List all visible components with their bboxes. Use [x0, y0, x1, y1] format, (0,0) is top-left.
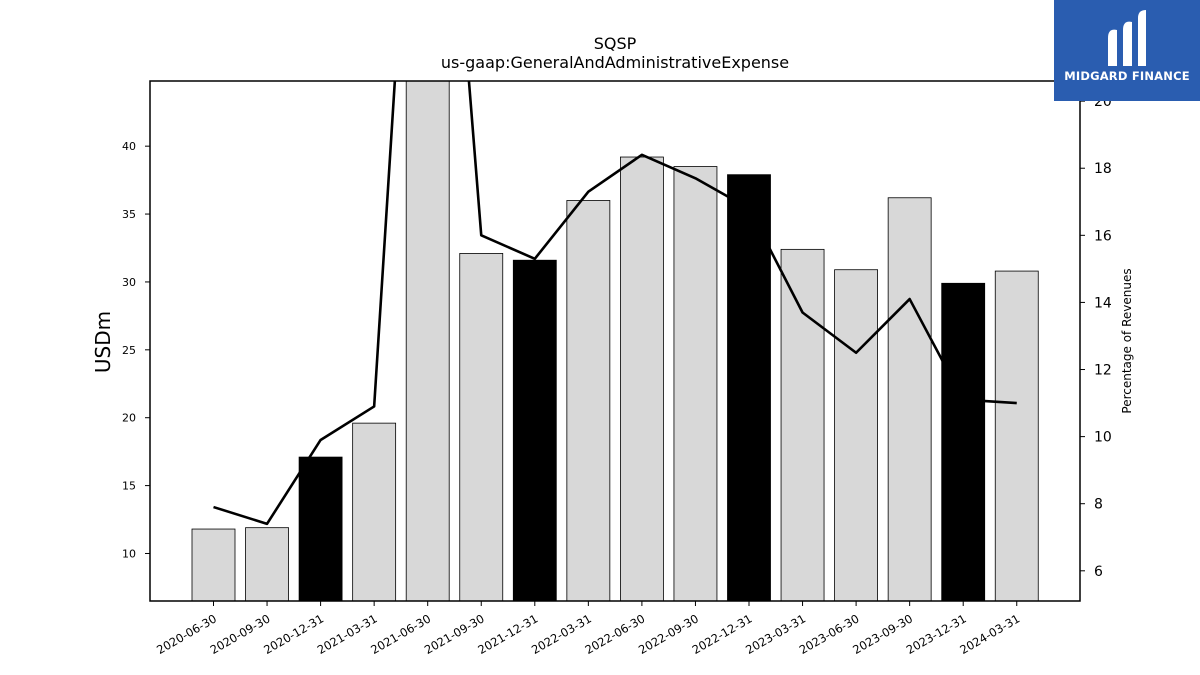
x-tick-label: 2022-12-31 [690, 611, 755, 657]
x-tick-label: 2022-03-31 [529, 611, 594, 657]
y-tick-label: 25 [122, 344, 136, 357]
y-tick-label: 30 [122, 276, 136, 289]
x-tick-label: 2024-03-31 [957, 611, 1022, 657]
bar [405, 81, 450, 601]
logo-mark-icon [1108, 10, 1146, 66]
x-tick-label: 2022-09-30 [636, 611, 701, 657]
x-tick-label: 2021-09-30 [422, 611, 487, 657]
bar [994, 270, 1039, 601]
bar [834, 269, 878, 601]
line-layer [213, 81, 1017, 526]
x-tick-label: 2021-03-31 [315, 611, 380, 657]
bar [459, 253, 504, 601]
x-tick-label: 2021-12-31 [475, 611, 540, 657]
x-tick-label: 2020-12-31 [261, 611, 326, 657]
y2-tick-label: 6 [1094, 564, 1103, 580]
x-tick-label: 2022-06-30 [583, 611, 648, 657]
bar [352, 422, 397, 601]
bar [887, 197, 932, 601]
bars-layer [191, 81, 1039, 601]
x-tick-label: 2021-06-30 [368, 611, 433, 657]
y2-tick-label: 14 [1094, 295, 1112, 311]
bar [566, 200, 611, 601]
bar [298, 456, 343, 601]
x-tick-label: 2020-09-30 [208, 611, 273, 657]
y-tick-label: 15 [122, 480, 136, 493]
x-tick-label: 2023-12-31 [904, 611, 969, 657]
bar [780, 248, 825, 601]
y2-tick-label: 12 [1094, 363, 1112, 379]
bar [673, 166, 718, 601]
y2-tick-label: 18 [1094, 161, 1112, 177]
y-tick-label: 35 [122, 208, 136, 221]
x-tick-label: 2023-09-30 [850, 611, 915, 657]
chart-title: SQSP [594, 34, 637, 53]
pct-of-revenues-line [213, 81, 1017, 526]
plot-frame [149, 80, 1081, 602]
x-tick-label: 2023-03-31 [743, 611, 808, 657]
logo-text: MIDGARD FINANCE [1064, 69, 1190, 83]
bar [245, 527, 289, 601]
bar [512, 259, 557, 601]
y2-tick-label: 10 [1094, 430, 1112, 446]
midgard-finance-logo: MIDGARD FINANCE [1054, 0, 1200, 101]
y2-axis-label: Percentage of Revenues [1120, 268, 1134, 413]
y2-tick-label: 8 [1094, 497, 1103, 513]
chart-subtitle: us-gaap:GeneralAndAdministrativeExpense [441, 53, 789, 72]
y2-tick-label: 16 [1094, 228, 1112, 244]
bar [620, 156, 664, 601]
y-tick-label: 20 [122, 412, 136, 425]
y-axis-label: USDm [91, 311, 115, 373]
x-tick-label: 2023-06-30 [797, 611, 862, 657]
bar [191, 528, 236, 601]
x-tick-label: 2020-06-30 [154, 611, 219, 657]
y-tick-label: 40 [122, 140, 136, 153]
bar [727, 174, 771, 601]
y-tick-label: 10 [122, 547, 136, 560]
bar [941, 282, 986, 601]
